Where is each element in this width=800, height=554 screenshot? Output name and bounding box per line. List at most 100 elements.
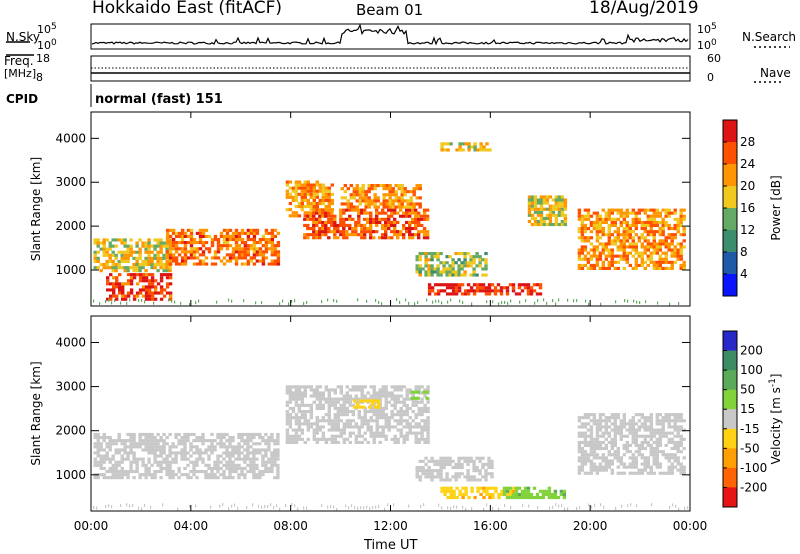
power-cell bbox=[628, 245, 632, 249]
velocity-cell bbox=[291, 397, 296, 401]
velocity-cell bbox=[470, 486, 474, 490]
power-cell bbox=[604, 257, 608, 261]
velocity-cell bbox=[177, 466, 181, 470]
power-cell bbox=[357, 223, 361, 227]
velocity-cell bbox=[592, 443, 597, 447]
velocity-cell bbox=[377, 402, 381, 406]
power-cell bbox=[580, 251, 585, 255]
velocity-cell bbox=[111, 476, 115, 480]
velocity-cell bbox=[159, 445, 163, 449]
velocity-cell bbox=[126, 470, 130, 474]
velocity-cell bbox=[129, 466, 133, 470]
power-cell bbox=[300, 189, 304, 193]
velocity-speckle bbox=[447, 506, 449, 510]
power-cell bbox=[664, 211, 668, 215]
power-cell bbox=[138, 276, 143, 280]
velocity-cell bbox=[604, 437, 608, 441]
power-cell bbox=[598, 217, 603, 221]
velocity-cell bbox=[652, 453, 656, 457]
power-cell bbox=[601, 220, 605, 224]
power-cell bbox=[195, 262, 200, 266]
power-cell bbox=[303, 217, 307, 221]
velocity-cell bbox=[396, 397, 400, 401]
velocity-cell bbox=[177, 432, 181, 436]
power-cells bbox=[93, 142, 686, 306]
velocity-speckle bbox=[378, 505, 380, 509]
velocity-cell bbox=[294, 434, 299, 438]
power-cell bbox=[219, 259, 224, 263]
velocity-cell bbox=[225, 454, 229, 458]
velocity-cell bbox=[195, 476, 199, 480]
velocity-cell bbox=[216, 454, 220, 458]
velocity-cell bbox=[231, 448, 235, 452]
power-cell bbox=[589, 266, 594, 270]
power-colorbar-swatch bbox=[723, 142, 737, 165]
power-cell bbox=[324, 198, 328, 202]
power-cell bbox=[610, 239, 614, 243]
power-cell bbox=[318, 208, 322, 212]
velocity-cell bbox=[135, 442, 139, 446]
power-cell bbox=[165, 259, 169, 263]
velocity-cell bbox=[105, 454, 109, 458]
power-cell bbox=[132, 273, 137, 277]
power-cell bbox=[557, 201, 562, 205]
power-cell bbox=[309, 189, 313, 193]
power-ytick-label: 4000 bbox=[55, 131, 86, 145]
power-cell bbox=[436, 252, 440, 256]
power-cell bbox=[355, 190, 359, 194]
power-cell bbox=[306, 227, 310, 231]
power-cell bbox=[174, 256, 179, 260]
velocity-cell bbox=[411, 403, 415, 407]
velocity-cell bbox=[246, 439, 250, 443]
velocity-cell bbox=[204, 439, 208, 443]
power-cell bbox=[240, 253, 245, 257]
velocity-cell bbox=[324, 440, 328, 444]
velocity-cell bbox=[333, 391, 337, 395]
power-cell bbox=[481, 289, 486, 293]
velocity-cell bbox=[198, 439, 202, 443]
velocity-cell bbox=[219, 436, 223, 440]
power-cell bbox=[526, 286, 531, 290]
power-cell bbox=[186, 256, 191, 260]
velocity-cell bbox=[369, 394, 373, 398]
power-cell bbox=[384, 220, 388, 224]
power-cell bbox=[454, 273, 458, 277]
power-cell bbox=[198, 262, 203, 266]
power-cell bbox=[415, 202, 419, 206]
velocity-cell bbox=[508, 496, 513, 500]
power-cell bbox=[321, 202, 325, 206]
power-cell bbox=[270, 228, 275, 232]
velocity-cell bbox=[393, 406, 397, 410]
velocity-cell bbox=[377, 405, 381, 409]
velocity-cell bbox=[580, 416, 585, 420]
power-cell bbox=[481, 283, 486, 287]
velocity-cell bbox=[592, 456, 597, 460]
power-cell bbox=[415, 267, 419, 271]
power-cell bbox=[545, 207, 550, 211]
velocity-cell bbox=[586, 440, 591, 444]
power-cell bbox=[108, 247, 112, 251]
power-cell bbox=[123, 294, 128, 298]
velocity-cell bbox=[267, 436, 271, 440]
velocity-cell bbox=[634, 434, 638, 438]
power-cell bbox=[144, 279, 149, 283]
velocity-speckle bbox=[558, 504, 560, 508]
power-cell bbox=[640, 223, 644, 227]
power-cell bbox=[400, 190, 404, 194]
velocity-cell bbox=[658, 422, 662, 426]
power-cell bbox=[478, 283, 483, 287]
velocity-cell bbox=[312, 428, 316, 432]
velocity-cell bbox=[327, 437, 331, 441]
power-cell bbox=[318, 189, 322, 193]
power-cell bbox=[673, 245, 677, 249]
velocity-cell bbox=[494, 489, 498, 493]
velocity-cell bbox=[150, 445, 154, 449]
power-cell bbox=[532, 283, 537, 287]
velocity-speckle bbox=[615, 506, 617, 510]
velocity-cell bbox=[402, 437, 406, 441]
velocity-cell bbox=[303, 440, 307, 444]
power-cell bbox=[667, 227, 671, 231]
power-cell bbox=[285, 183, 290, 187]
velocity-cell bbox=[454, 466, 458, 470]
power-cell bbox=[222, 234, 227, 238]
